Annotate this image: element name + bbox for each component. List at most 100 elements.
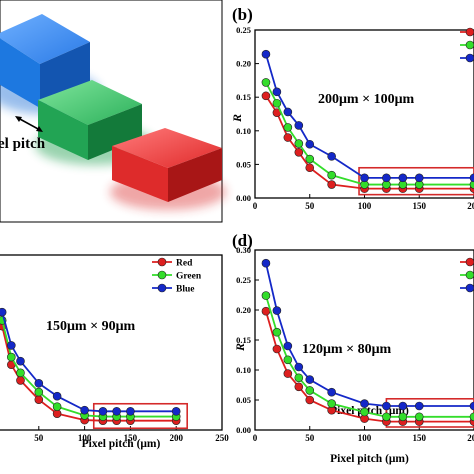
- legend-marker: [465, 27, 474, 37]
- data-point-blue: [360, 173, 369, 183]
- legend-label: Red: [176, 259, 193, 269]
- data-point-blue: [283, 107, 293, 117]
- data-point-red: [34, 395, 44, 404]
- data-point-blue: [98, 407, 108, 416]
- data-point-red: [272, 344, 282, 354]
- data-point-blue: [272, 87, 282, 97]
- y-axis-label: R: [230, 114, 244, 123]
- data-point-blue: [414, 173, 424, 183]
- data-point-blue: [272, 306, 282, 315]
- data-point-green: [327, 170, 336, 180]
- data-point-red: [294, 382, 304, 392]
- y-tick-label: 0.10: [236, 126, 251, 136]
- y-axis-label: R: [233, 343, 247, 352]
- size-annotation: 200μm × 100μm: [318, 92, 415, 107]
- data-point-blue: [414, 401, 424, 411]
- x-tick-label: 200: [169, 433, 183, 443]
- x-tick-label: 150: [124, 433, 138, 443]
- legend-marker: [465, 53, 474, 63]
- data-point-green: [16, 368, 25, 378]
- data-point-red: [305, 163, 315, 173]
- data-point-red: [283, 133, 293, 142]
- data-point-blue: [261, 49, 271, 59]
- y-tick-label: 0.15: [236, 92, 251, 102]
- data-point-red: [283, 369, 293, 378]
- x-tick-label: 0: [253, 433, 258, 443]
- y-tick-label: 0.05: [236, 395, 251, 405]
- panel-label: (d): [232, 231, 253, 250]
- data-point-green: [294, 139, 304, 148]
- data-point-blue: [360, 399, 369, 408]
- data-point-blue: [469, 401, 474, 411]
- series-line-blue: [265, 53, 474, 179]
- data-point-blue: [398, 173, 408, 183]
- y-tick-label: 0.15: [236, 335, 251, 345]
- size-annotation: 120μm × 80μm: [302, 342, 392, 357]
- data-point-green: [34, 387, 44, 397]
- x-tick-label: 100: [358, 433, 372, 443]
- pitch-arrow: [17, 117, 41, 131]
- legend-label: Blue: [176, 285, 194, 295]
- legend-marker: [465, 283, 474, 293]
- legend-marker: [157, 270, 167, 280]
- data-point-blue: [327, 152, 336, 161]
- x-tick-label: 0: [253, 201, 258, 211]
- data-point-blue: [7, 341, 16, 350]
- legend-marker: [157, 257, 167, 267]
- data-point-blue: [382, 401, 391, 411]
- green-pixel-block: [35, 80, 155, 165]
- data-point-blue: [305, 375, 315, 384]
- legend-marker: [465, 40, 474, 50]
- data-point-blue: [16, 356, 25, 366]
- data-point-blue: [283, 341, 293, 351]
- y-tick-label: 0.20: [236, 59, 251, 69]
- data-point-red: [16, 376, 25, 385]
- data-point-green: [327, 399, 336, 408]
- x-tick-label: 200: [467, 201, 474, 211]
- panel-a-illustration: el pitch: [0, 0, 226, 223]
- x-tick-label: 150: [413, 433, 427, 443]
- data-point-green: [305, 154, 315, 164]
- x-tick-label: 50: [34, 433, 44, 443]
- x-tick-label: 50: [305, 201, 315, 211]
- data-point-red: [294, 148, 304, 157]
- data-point-blue: [112, 407, 121, 416]
- x-axis-label: Pixel pitch (μm): [82, 438, 161, 450]
- panel-label: (b): [232, 5, 253, 24]
- y-tick-label: 0.25: [236, 25, 251, 35]
- red-pixel-block: [110, 128, 226, 210]
- data-point-green: [469, 412, 474, 422]
- data-point-green: [469, 180, 474, 189]
- data-point-blue: [261, 258, 271, 268]
- data-point-green: [261, 291, 271, 300]
- y-tick-label: 0.25: [236, 275, 251, 285]
- data-point-blue: [469, 173, 474, 183]
- data-point-blue: [0, 307, 7, 317]
- data-point-blue: [398, 401, 408, 411]
- y-tick-label: 0.00: [236, 193, 251, 203]
- data-point-blue: [294, 362, 304, 372]
- data-point-blue: [294, 121, 304, 130]
- size-annotation: 150μm × 90μm: [46, 319, 136, 334]
- data-point-blue: [305, 139, 315, 149]
- legend-marker: [465, 270, 474, 280]
- data-point-green: [305, 386, 315, 395]
- legend-marker: [465, 257, 474, 267]
- data-point-blue: [52, 391, 62, 401]
- data-point-green: [414, 412, 424, 422]
- pitch-label: el pitch: [0, 136, 46, 152]
- y-tick-label: 0.10: [236, 365, 251, 375]
- series-line-green: [1, 320, 177, 418]
- data-point-red: [327, 180, 336, 189]
- data-point-blue: [327, 387, 336, 397]
- data-point-green: [272, 327, 282, 337]
- data-point-blue: [382, 173, 391, 183]
- x-axis-label: Pixel pitch (μm): [330, 453, 409, 465]
- chart-panel-c: 50 100 150 200 250 Pixel pitch (μm) 150μm × 90…: [0, 254, 229, 450]
- x-tick-label: 100: [358, 201, 372, 211]
- data-point-red: [305, 395, 315, 405]
- data-point-red: [261, 306, 271, 316]
